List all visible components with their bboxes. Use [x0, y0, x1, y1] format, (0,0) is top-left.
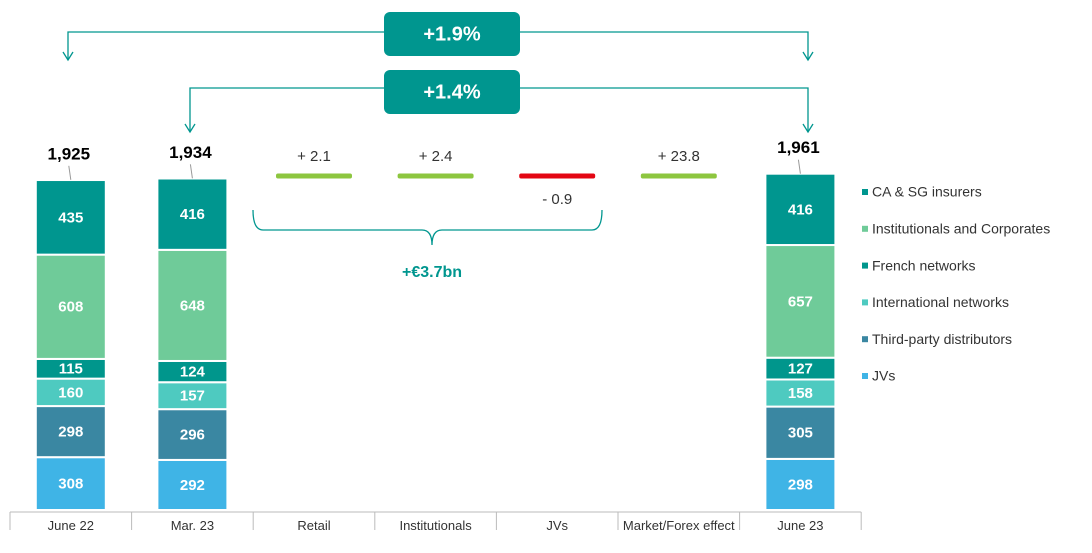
segment-label: 127 [788, 361, 813, 378]
segment-label: 608 [58, 299, 83, 316]
segment-label: 298 [788, 476, 813, 493]
x-tick-label: Mar. 23 [170, 518, 215, 533]
bar-segment [156, 248, 229, 362]
arrow [802, 123, 814, 134]
legend-label: Third-party distributors [872, 331, 1012, 347]
legend-swatch [862, 225, 868, 232]
segment-label: 308 [58, 476, 83, 493]
bar-segment [764, 457, 837, 512]
annotation: +1.9% [423, 23, 480, 45]
segment-label: 416 [788, 201, 813, 218]
leader-line [797, 159, 801, 174]
bar-segment [156, 408, 229, 461]
segment-label: 160 [58, 384, 83, 401]
segment-label: 435 [58, 209, 83, 226]
segment-label: 115 [59, 361, 83, 378]
annotation-box [384, 70, 520, 114]
legend-label: French networks [872, 257, 975, 273]
bar-segment [764, 244, 837, 359]
delta-label: + 2.4 [419, 148, 453, 165]
leader-line [189, 164, 193, 179]
bar-segment [764, 172, 837, 247]
arrow [802, 51, 814, 62]
legend-swatch [862, 336, 868, 343]
legend-label: Institutionals and Corporates [872, 221, 1050, 237]
x-tick-label: Market/Forex effect [622, 518, 735, 533]
segment-label: 158 [788, 385, 813, 402]
legend-swatch [862, 299, 868, 306]
segment-label: 657 [788, 293, 813, 310]
legend-swatch [862, 262, 868, 269]
total-label: 1,961 [777, 138, 820, 157]
x-tick-label: JVs [546, 518, 569, 533]
x-tick-label: June 22 [47, 518, 94, 533]
segment-label: 292 [180, 477, 205, 494]
x-tick-label: Retail [297, 518, 331, 533]
legend-swatch [862, 373, 868, 379]
total-label: 1,925 [48, 144, 91, 163]
delta-bar [519, 173, 596, 179]
x-tick-label: June 23 [777, 518, 824, 533]
segment-label: 157 [180, 388, 205, 405]
bar-segment [34, 179, 107, 256]
bar-segment [34, 456, 107, 512]
delta-label: + 2.1 [297, 148, 331, 165]
segment-label: 416 [180, 206, 205, 223]
total-label: 1,934 [169, 143, 212, 162]
delta-bar [397, 173, 474, 179]
annotation: +1.4% [423, 81, 480, 103]
arrow [62, 51, 74, 62]
legend-label: International networks [872, 294, 1009, 310]
x-tick-label: Institutionals [399, 518, 472, 533]
bracket [252, 209, 603, 246]
delta-bar [640, 173, 717, 179]
legend-label: CA & SG insurers [872, 184, 982, 200]
segment-label: 124 [180, 364, 206, 381]
arrow [184, 123, 196, 134]
bar-segment [764, 405, 837, 460]
legend-label: JVs [872, 368, 895, 384]
segment-label: 298 [58, 424, 83, 441]
bar-segment [156, 177, 229, 251]
segment-label: 648 [180, 297, 205, 314]
legend-swatch [862, 189, 868, 195]
annotation: +€3.7bn [402, 264, 462, 281]
annotation-box [384, 12, 520, 56]
delta-label: - 0.9 [542, 191, 572, 208]
leader-line [68, 165, 72, 180]
segment-label: 296 [180, 427, 205, 444]
delta-bar [276, 173, 352, 179]
segment-label: 305 [788, 425, 813, 442]
delta-label: + 23.8 [658, 148, 700, 165]
bar-segment [34, 405, 107, 459]
